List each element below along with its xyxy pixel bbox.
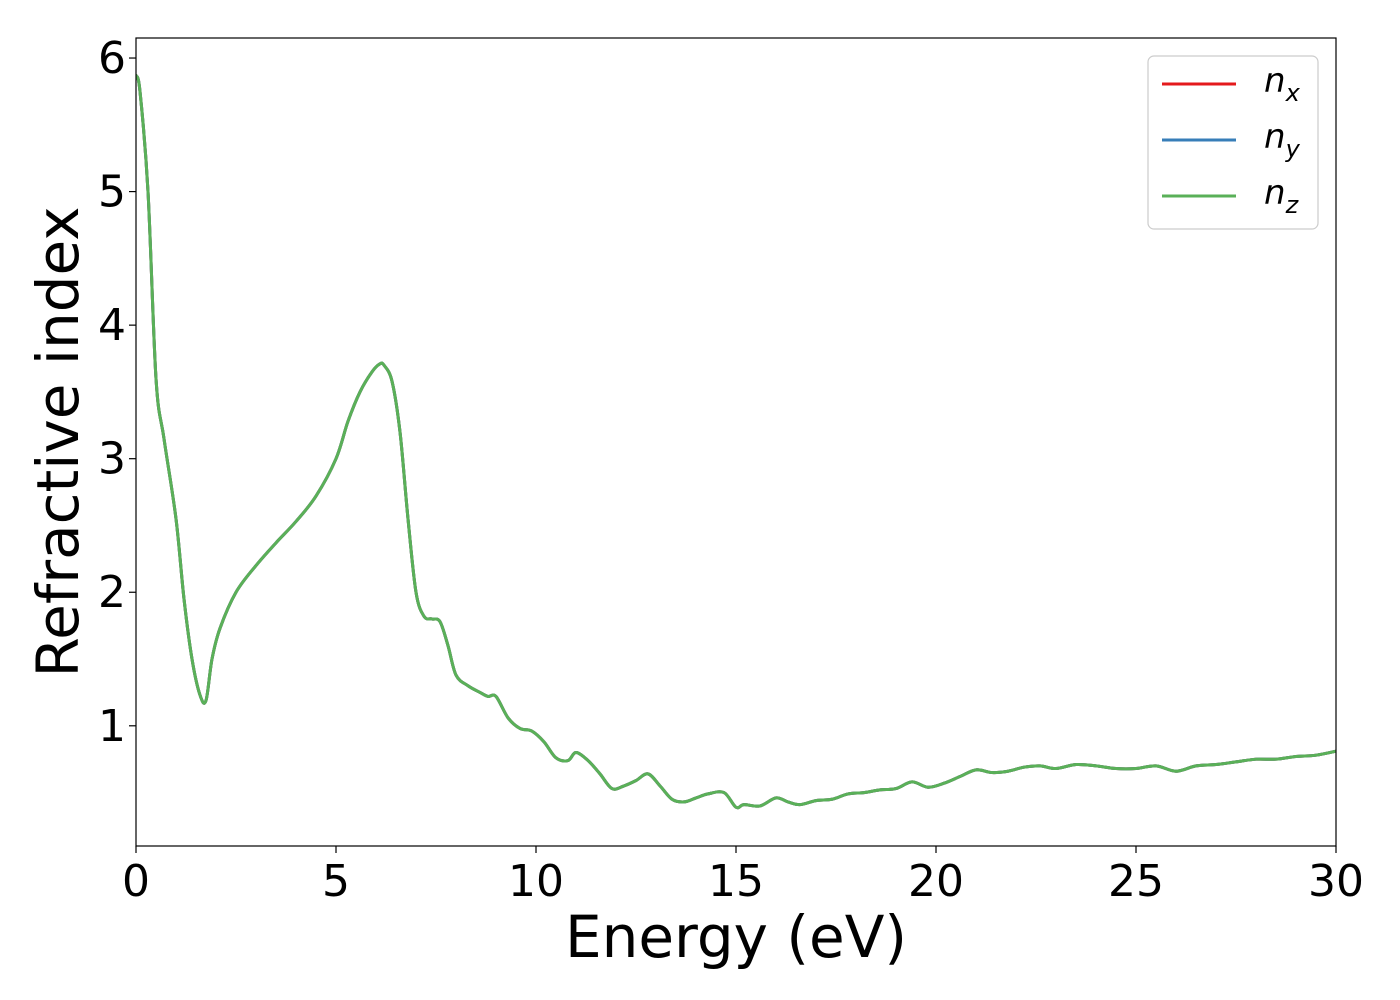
y-tick-label: 6 — [98, 33, 126, 84]
legend-label-n-x: nx — [1264, 61, 1301, 107]
y-tick-label: 4 — [98, 300, 126, 351]
y-axis: 1 2 3 4 5 6 — [98, 33, 136, 752]
series-line-n-z — [136, 73, 1336, 810]
legend-box — [1147, 55, 1319, 230]
x-axis: 0 5 10 15 20 25 30 — [122, 846, 1364, 907]
legend-label-n-z: nz — [1264, 173, 1300, 219]
x-tick-label: 20 — [908, 856, 964, 907]
x-tick-label: 25 — [1108, 856, 1164, 907]
x-axis-title: Energy (eV) — [565, 903, 907, 971]
legend-label-n-y: ny — [1264, 117, 1301, 163]
x-tick-label: 0 — [122, 856, 150, 907]
y-tick-label: 5 — [98, 167, 126, 218]
y-tick-label: 1 — [98, 701, 126, 752]
y-axis-title: Refractive index — [24, 206, 92, 677]
series-layer — [136, 73, 1336, 810]
x-tick-label: 5 — [322, 856, 350, 907]
x-tick-label: 10 — [508, 856, 564, 907]
legend: nx ny nz — [1147, 55, 1319, 230]
y-tick-label: 2 — [98, 567, 126, 618]
x-tick-label: 30 — [1308, 856, 1364, 907]
x-tick-label: 15 — [708, 856, 764, 907]
y-tick-label: 3 — [98, 434, 126, 485]
